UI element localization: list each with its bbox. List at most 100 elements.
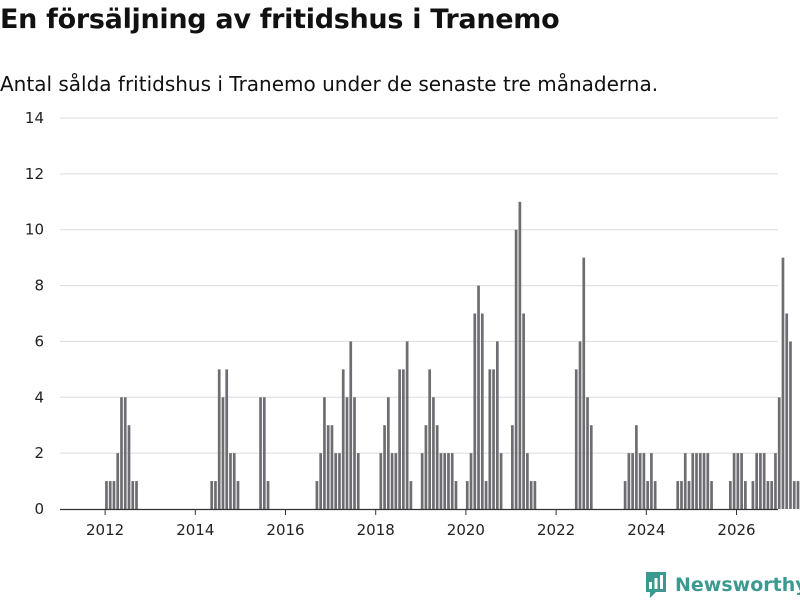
bar-chart: 2012 2014 2016 2018 2020 2022 2024 2026 0 2 4 6 8 10… xyxy=(25,109,800,539)
bar xyxy=(706,453,710,509)
y-tick-label-14: 14 xyxy=(25,109,44,127)
bar xyxy=(210,481,214,509)
bar xyxy=(691,453,695,509)
bar xyxy=(582,257,586,509)
bar xyxy=(405,341,409,509)
bar xyxy=(420,453,424,509)
y-tick-label-6: 6 xyxy=(34,332,44,350)
bar xyxy=(526,453,529,509)
bar xyxy=(454,481,458,509)
bar-series xyxy=(105,201,800,510)
bar xyxy=(744,481,747,509)
x-tick-label-2016: 2016 xyxy=(266,521,304,539)
brand-name: Newsworthy xyxy=(675,574,800,596)
x-tick-label-2018: 2018 xyxy=(357,521,395,539)
bar xyxy=(131,481,135,509)
bar xyxy=(514,229,518,509)
bar xyxy=(345,397,349,509)
bar xyxy=(518,201,522,510)
x-tick-label-2014: 2014 xyxy=(176,521,214,539)
bar xyxy=(428,369,432,509)
bar xyxy=(680,481,683,509)
bar xyxy=(499,453,503,509)
bar xyxy=(432,397,435,509)
bar xyxy=(777,397,781,509)
y-tick-label-10: 10 xyxy=(25,221,44,239)
x-tick-label-2020: 2020 xyxy=(447,521,485,539)
bar xyxy=(488,369,492,509)
y-tick-label-8: 8 xyxy=(34,277,44,295)
bar xyxy=(484,481,488,509)
newsworthy-logo: Newsworthy xyxy=(644,569,800,601)
bar xyxy=(334,453,338,509)
x-tick-label-2022: 2022 xyxy=(537,521,575,539)
bar xyxy=(127,425,131,509)
bar xyxy=(732,453,736,509)
chart-subtitle: Antal sålda fritidshus i Tranemo under d… xyxy=(0,72,659,96)
bar xyxy=(578,341,582,509)
bar xyxy=(225,369,229,509)
bar xyxy=(386,397,390,509)
bar xyxy=(702,453,706,509)
bar xyxy=(108,481,112,509)
bar xyxy=(695,453,698,509)
bar xyxy=(383,425,386,509)
bar xyxy=(653,481,657,509)
bar xyxy=(755,453,759,509)
gridlines xyxy=(60,117,778,454)
y-tick-label-2: 2 xyxy=(34,444,44,462)
bar xyxy=(338,453,341,509)
bar xyxy=(266,481,270,509)
bar xyxy=(123,397,127,509)
bar xyxy=(796,481,800,509)
bar xyxy=(120,397,123,509)
bar xyxy=(326,425,330,509)
x-axis: 2012 2014 2016 2018 2020 2022 2024 2026 xyxy=(60,508,778,539)
bar xyxy=(529,481,533,509)
bar xyxy=(589,425,593,509)
bar xyxy=(710,481,713,509)
bar xyxy=(465,481,469,509)
bar xyxy=(319,453,323,509)
bar xyxy=(435,425,439,509)
x-tick-label-2026: 2026 xyxy=(717,521,755,539)
bar xyxy=(770,481,774,509)
bar xyxy=(262,397,266,509)
bar xyxy=(135,481,138,509)
x-tick-label-2012: 2012 xyxy=(86,521,124,539)
bar xyxy=(112,481,116,509)
bar xyxy=(683,453,687,509)
bar xyxy=(740,453,743,509)
bar xyxy=(259,397,262,509)
bar xyxy=(217,369,221,509)
bar xyxy=(330,425,334,509)
bar xyxy=(402,369,405,509)
chart-title: En försäljning av fritidshus i Tranemo xyxy=(0,4,560,35)
bar-chart-logo-icon xyxy=(646,572,666,598)
bar xyxy=(627,453,631,509)
bar xyxy=(424,425,428,509)
y-tick-label-12: 12 xyxy=(25,165,44,183)
bar xyxy=(792,481,796,509)
bar xyxy=(635,425,638,509)
bar xyxy=(447,453,450,509)
bar xyxy=(522,313,525,509)
bar xyxy=(789,341,792,509)
bar xyxy=(315,481,319,509)
y-axis-labels: 0 2 4 6 8 10 12 14 xyxy=(25,109,44,518)
bar xyxy=(390,453,394,509)
bar xyxy=(379,453,383,509)
bar xyxy=(469,453,473,509)
bar xyxy=(214,481,217,509)
bar xyxy=(394,453,398,509)
bar xyxy=(511,425,514,509)
bar xyxy=(646,481,650,509)
y-tick-label-0: 0 xyxy=(34,500,44,518)
bar xyxy=(650,453,653,509)
bar xyxy=(781,257,785,509)
bar xyxy=(751,481,755,509)
bar xyxy=(450,453,454,509)
bar xyxy=(356,453,360,509)
bar xyxy=(766,481,770,509)
bar xyxy=(221,397,225,509)
